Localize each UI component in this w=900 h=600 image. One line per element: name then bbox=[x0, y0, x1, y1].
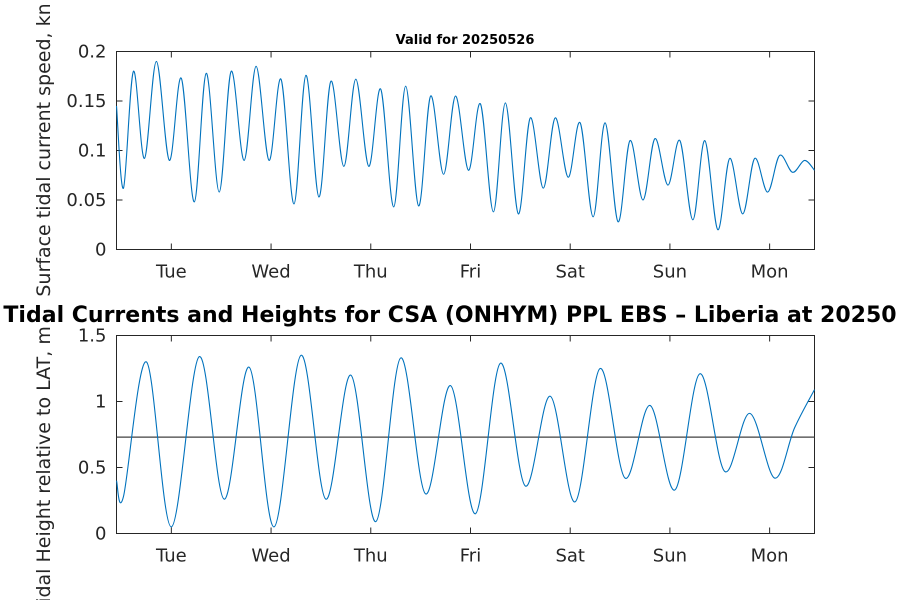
tidal-height-panel: Tidal Height relative to LAT, m 0 0.5 1 1.5… bbox=[33, 326, 815, 600]
tidal-height-y-tick-label: 0.5 bbox=[78, 458, 107, 479]
current-speed-ticks: 0 0.05 0.1 0.15 0.2 Tue Wed Thu Fri Sat Sun Mon bbox=[66, 42, 815, 283]
tidal-height-axes bbox=[116, 335, 815, 534]
current-speed-y-tick-label: 0 bbox=[95, 240, 106, 261]
current-speed-x-tick-label: Mon bbox=[751, 262, 789, 283]
tidal-height-y-tick-label: 0 bbox=[95, 524, 106, 545]
current-speed-y-tick-label: 0.05 bbox=[66, 190, 106, 211]
current-speed-x-tick-label: Sat bbox=[555, 262, 585, 283]
current-speed-x-tick-label: Sun bbox=[653, 262, 687, 283]
current-speed-y-tick-label: 0.1 bbox=[78, 141, 107, 162]
current-speed-series-line bbox=[115, 60, 815, 231]
current-speed-x-tick-label: Fri bbox=[460, 262, 481, 283]
tidal-height-series-line bbox=[115, 354, 815, 528]
current-speed-x-tick-label: Thu bbox=[353, 262, 388, 283]
tidal-height-x-tick-label: Tue bbox=[155, 546, 187, 567]
current-speed-title: Valid for 20250526 bbox=[396, 33, 535, 48]
tidal-height-x-tick-label: Thu bbox=[353, 546, 388, 567]
current-speed-x-tick-label: Wed bbox=[251, 262, 290, 283]
tidal-height-y-tick-label: 1 bbox=[95, 392, 106, 413]
tidal-height-x-tick-label: Mon bbox=[751, 546, 789, 567]
tidal-height-x-tick-label: Fri bbox=[460, 546, 481, 567]
current-speed-panel: Valid for 20250526 Surface tidal current… bbox=[33, 3, 815, 297]
tidal-height-x-tick-label: Sun bbox=[653, 546, 687, 567]
tidal-height-x-tick-label: Wed bbox=[251, 546, 290, 567]
figure-main-title: Tidal Currents and Heights for CSA (ONHY… bbox=[3, 303, 896, 328]
current-speed-y-tick-label: 0.15 bbox=[66, 91, 106, 112]
tidal-height-x-tick-label: Sat bbox=[555, 546, 585, 567]
tidal-height-y-label: Tidal Height relative to LAT, m bbox=[33, 326, 55, 600]
tidal-height-ticks: 0 0.5 1 1.5 Tue Wed Thu Fri Sat Sun Mon bbox=[78, 326, 815, 567]
current-speed-y-tick-label: 0.2 bbox=[78, 42, 107, 63]
tidal-height-y-tick-label: 1.5 bbox=[78, 326, 107, 347]
current-speed-x-tick-label: Tue bbox=[155, 262, 187, 283]
current-speed-y-label: Surface tidal current speed, kn bbox=[33, 3, 55, 296]
